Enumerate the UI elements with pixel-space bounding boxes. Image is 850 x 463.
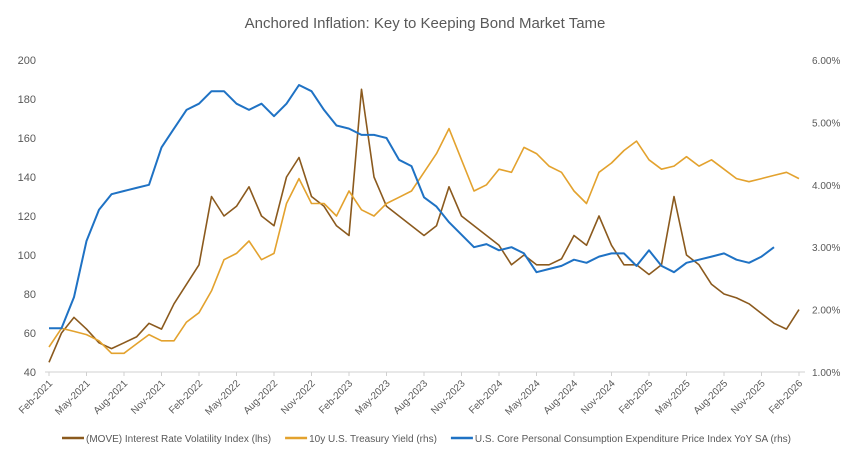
right-tick-label: 4.00% [812, 181, 840, 192]
right-axis-ticks: 1.00% 2.00% 3.00% 4.00% 5.00% 6.00% [812, 56, 840, 379]
x-tick-label: Nov-2021 [129, 378, 168, 417]
left-tick-label: 200 [18, 55, 36, 67]
series-line-2 [48, 127, 800, 355]
series-lines [48, 84, 800, 363]
x-tick-label: May-2024 [503, 378, 543, 418]
right-tick-label: 1.00% [812, 368, 840, 379]
x-tick-label: Feb-2022 [167, 378, 205, 416]
x-tick-label: Feb-2024 [467, 378, 505, 416]
x-tick-label: Feb-2026 [767, 378, 805, 416]
left-tick-label: 120 [18, 211, 36, 223]
legend-label: 10y U.S. Treasury Yield (rhs) [309, 434, 437, 445]
series-line-1 [48, 88, 800, 363]
x-tick-label: Nov-2024 [579, 378, 618, 417]
x-tick-label: Feb-2021 [17, 378, 55, 416]
left-axis-ticks: 40 60 80 100 120 140 160 180 200 [18, 55, 36, 379]
left-tick-label: 180 [18, 94, 36, 106]
legend: (MOVE) Interest Rate Volatility Index (l… [62, 434, 791, 445]
x-tick-label: Nov-2023 [429, 378, 468, 417]
left-tick-label: 60 [24, 328, 36, 340]
series-line-3 [49, 84, 775, 330]
legend-label: (MOVE) Interest Rate Volatility Index (l… [86, 434, 271, 445]
left-tick-label: 80 [24, 289, 36, 301]
x-tick-label: Feb-2025 [617, 378, 655, 416]
x-tick-label: Nov-2022 [279, 378, 318, 417]
left-tick-label: 40 [24, 367, 36, 379]
x-tick-label: Aug-2023 [392, 378, 431, 417]
x-tick-label: Feb-2023 [317, 378, 355, 416]
x-tick-label: May-2022 [203, 378, 243, 418]
x-tick-label: Nov-2025 [729, 378, 768, 417]
x-tick-label: Aug-2021 [92, 378, 131, 417]
x-tick-label: Aug-2022 [242, 378, 281, 417]
x-tick-label: May-2021 [53, 378, 93, 418]
x-tick-label: May-2025 [653, 378, 693, 418]
right-tick-label: 2.00% [812, 306, 840, 317]
left-tick-label: 100 [18, 250, 36, 262]
legend-label: U.S. Core Personal Consumption Expenditu… [475, 434, 791, 445]
left-tick-label: 160 [18, 133, 36, 145]
right-tick-label: 3.00% [812, 243, 840, 254]
right-tick-label: 5.00% [812, 118, 840, 129]
x-tick-label: May-2023 [353, 378, 393, 418]
x-tick-label: Aug-2025 [692, 378, 731, 417]
x-tick-label: Aug-2024 [542, 378, 581, 417]
chart-title: Anchored Inflation: Key to Keeping Bond … [245, 15, 606, 32]
left-tick-label: 140 [18, 172, 36, 184]
right-tick-label: 6.00% [812, 56, 840, 67]
